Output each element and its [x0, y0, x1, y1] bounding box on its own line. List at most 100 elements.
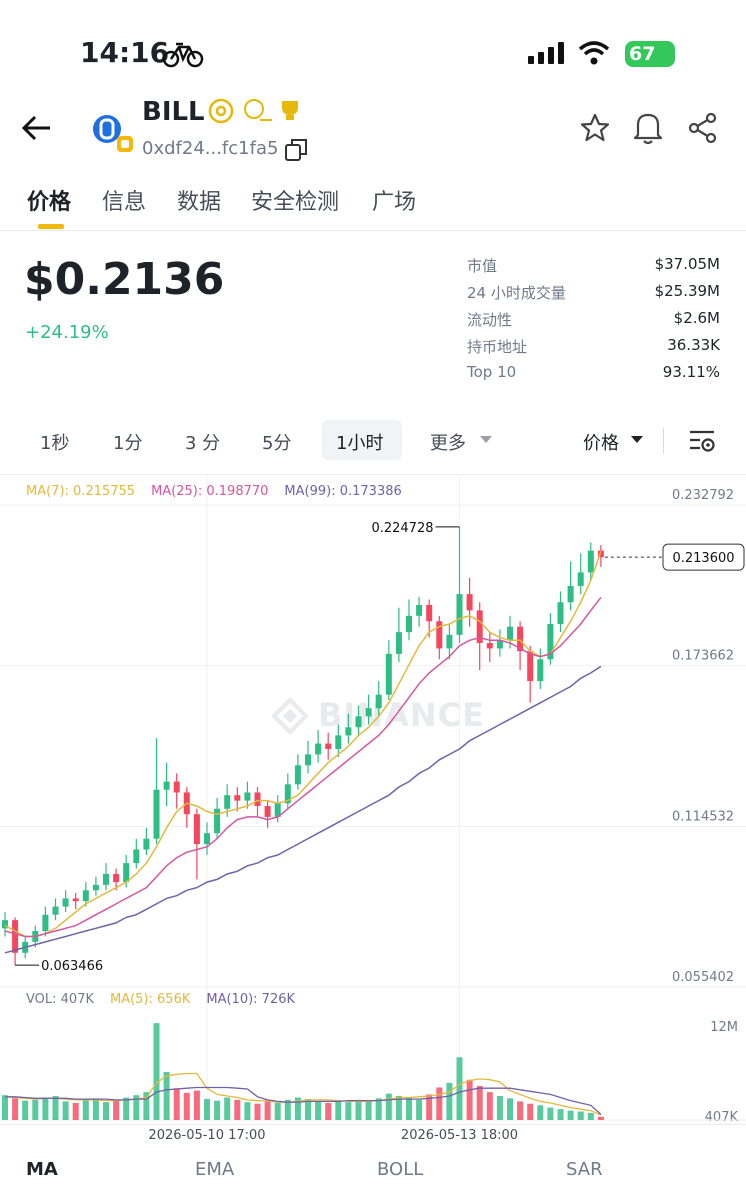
candle-body	[72, 898, 79, 902]
legend-entry: MA(99): 0.173386	[284, 484, 401, 499]
candle-body	[587, 550, 594, 573]
vol-ma-line	[4, 1072, 602, 1116]
alert-button[interactable]	[632, 111, 664, 145]
tab[interactable]: 价格	[27, 190, 72, 215]
candle-body	[274, 803, 281, 817]
ma-line	[4, 665, 602, 954]
volume-bar	[517, 1101, 524, 1120]
volume-bar	[486, 1092, 493, 1120]
volume-bar	[173, 1088, 180, 1120]
candle-body	[173, 781, 180, 793]
candle-body	[597, 550, 604, 558]
volume-bar	[587, 1113, 594, 1120]
candle-body	[52, 906, 59, 915]
indicator-settings[interactable]	[688, 428, 718, 454]
indicator-tab[interactable]: BOLL	[377, 1159, 424, 1180]
interval[interactable]: 1分	[113, 433, 143, 454]
volume-bar	[254, 1103, 261, 1120]
candle-body	[496, 640, 503, 649]
volume-bar	[163, 1071, 170, 1120]
volume-bar	[547, 1107, 554, 1120]
volume-bar	[183, 1092, 190, 1120]
vol-legend-entry: MA(5): 656K	[110, 992, 191, 1007]
volume-bar	[72, 1102, 79, 1120]
candle-body	[92, 884, 99, 891]
wifi-icon	[578, 41, 610, 65]
volume-bar	[436, 1087, 443, 1120]
legend-entry: MA(7): 0.215755	[26, 484, 135, 499]
tab[interactable]: 数据	[177, 190, 222, 215]
y-tick-label: 0.232792	[672, 488, 734, 503]
favorite-button[interactable]	[579, 112, 611, 144]
low-label: 0.063466	[41, 959, 103, 974]
volume-bar	[416, 1099, 423, 1120]
candle-body	[456, 594, 463, 635]
stat-label: 持币地址	[467, 338, 528, 356]
ma-line	[4, 551, 602, 938]
candle-body	[466, 594, 473, 611]
candle-body	[527, 651, 534, 682]
candle-body	[143, 838, 150, 850]
candle-body	[204, 833, 210, 845]
volume-bar	[375, 1098, 382, 1120]
copy-button[interactable]	[284, 137, 310, 163]
back-button[interactable]	[20, 112, 54, 144]
volume-bar	[224, 1097, 231, 1120]
tab[interactable]: 安全检测	[251, 190, 340, 215]
volume-bar	[395, 1095, 402, 1120]
candle-body	[254, 792, 261, 807]
candle-body	[62, 898, 69, 907]
interval[interactable]: 3 分	[185, 433, 221, 454]
divider	[0, 474, 746, 475]
candle-body	[193, 814, 200, 845]
volume-bar	[476, 1085, 483, 1120]
price-menu[interactable]: 价格	[583, 433, 619, 454]
volume-bar	[496, 1095, 503, 1120]
legend-entry: MA(25): 0.198770	[151, 484, 268, 499]
indicator-tab[interactable]: MA	[26, 1159, 58, 1180]
volume-bar	[294, 1097, 301, 1120]
candle-body	[214, 808, 221, 834]
volume-bar	[123, 1097, 130, 1120]
price-change: +24.19%	[25, 322, 109, 343]
volume-bar	[385, 1093, 392, 1120]
stat-value: $25.39M	[654, 282, 720, 300]
stat-value: 36.33K	[667, 336, 720, 354]
candle-body	[42, 914, 49, 932]
volume-bar	[143, 1092, 150, 1120]
candle-body	[567, 585, 574, 603]
vol-ma-line	[5, 1086, 602, 1115]
bike-icon	[162, 42, 204, 68]
candle-body	[385, 653, 392, 695]
candle-body	[375, 694, 382, 709]
tab[interactable]: 信息	[102, 190, 147, 215]
divider	[0, 230, 746, 231]
interval[interactable]: 5分	[262, 433, 292, 454]
candle-body	[325, 743, 332, 749]
candle-body	[305, 754, 311, 766]
candle-body	[2, 920, 8, 929]
indicator-tab[interactable]: SAR	[566, 1159, 603, 1180]
volume-bar	[507, 1098, 513, 1120]
candle-body	[517, 626, 524, 652]
volume-bar	[133, 1095, 140, 1120]
interval[interactable]: 1小时	[336, 433, 384, 454]
tab[interactable]: 广场	[372, 190, 417, 215]
candle-body	[355, 716, 362, 728]
volume-bar	[234, 1099, 241, 1120]
indicator-tab[interactable]: EMA	[195, 1159, 235, 1180]
share-button[interactable]	[687, 112, 719, 144]
interval-active-bg	[322, 420, 402, 460]
candle-body	[557, 602, 564, 624]
dropdown-arrow	[480, 436, 492, 443]
candle-body	[476, 610, 483, 644]
volume-bar	[557, 1109, 564, 1120]
volume-bar	[12, 1098, 19, 1120]
volume-bar	[264, 1101, 271, 1120]
interval-more[interactable]: 更多	[430, 433, 466, 454]
candle-body	[416, 604, 423, 616]
candle-body	[294, 765, 301, 785]
volume-bar	[345, 1102, 352, 1120]
volume-bar	[153, 1023, 160, 1120]
interval[interactable]: 1秒	[40, 433, 70, 454]
